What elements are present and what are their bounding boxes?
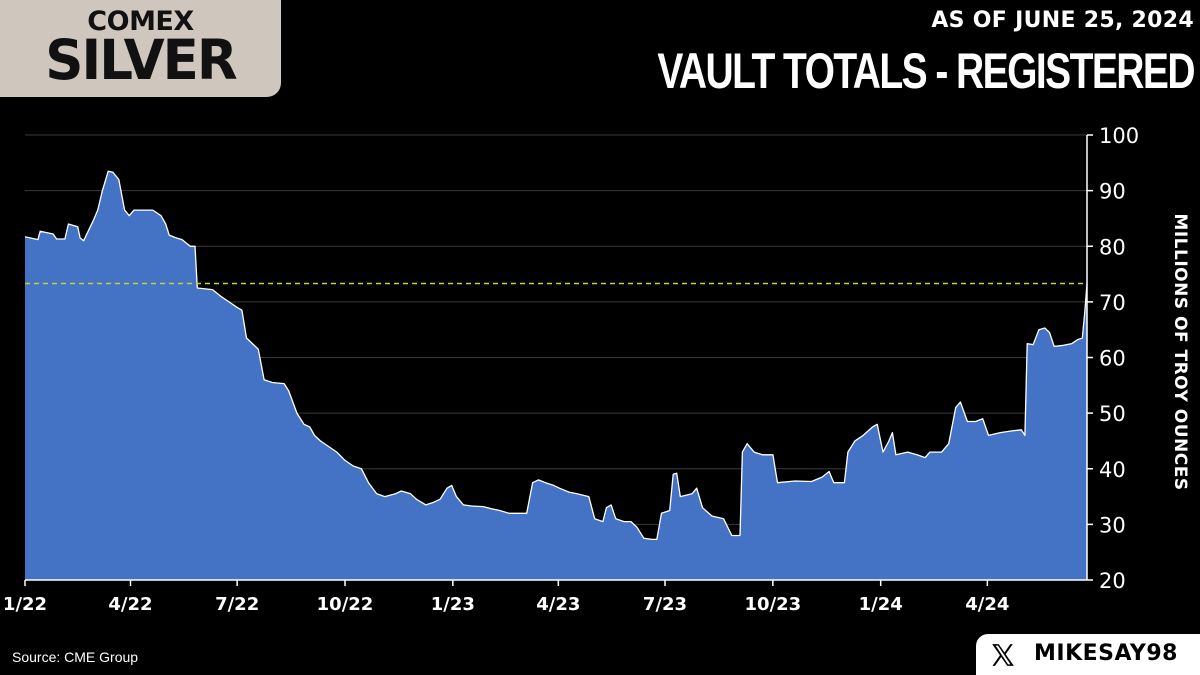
x-tick-label: 4/24 bbox=[965, 594, 1009, 615]
comex-silver-logo: COMEX SILVER bbox=[0, 0, 281, 97]
date-label: AS OF JUNE 25, 2024 bbox=[931, 8, 1194, 33]
x-tick-label: 10/23 bbox=[745, 594, 802, 615]
y-axis-label: MILLIONS OF TROY OUNCES bbox=[1170, 213, 1190, 491]
x-tick-label: 4/22 bbox=[108, 594, 152, 615]
x-tick-label: 4/23 bbox=[536, 594, 580, 615]
y-tick-label: 30 bbox=[1099, 513, 1126, 537]
y-tick-label: 60 bbox=[1099, 347, 1126, 371]
series-line bbox=[24, 170, 1088, 541]
x-tick-label: 7/23 bbox=[643, 594, 687, 615]
x-tick-label: 1/24 bbox=[859, 594, 903, 615]
logo-line2: SILVER bbox=[45, 28, 237, 93]
handle-text: MIKESAY98 bbox=[1034, 641, 1178, 666]
x-logo-icon bbox=[992, 644, 1014, 666]
logo-line1: COMEX bbox=[87, 6, 194, 37]
social-handle-badge[interactable]: MIKESAY98 bbox=[976, 634, 1200, 675]
y-ticks: 20 30 40 50 60 70 80 90 100 bbox=[1087, 124, 1139, 593]
source-note: Source: CME Group bbox=[12, 649, 139, 665]
series-area bbox=[25, 171, 1087, 580]
y-tick-label: 90 bbox=[1099, 180, 1126, 204]
x-tick-label: 7/22 bbox=[215, 594, 259, 615]
x-tick-label: 1/23 bbox=[431, 594, 475, 615]
y-tick-label: 20 bbox=[1099, 569, 1126, 593]
y-tick-label: 70 bbox=[1099, 291, 1126, 315]
x-tick-label: 1/22 bbox=[3, 594, 47, 615]
y-tick-label: 100 bbox=[1099, 124, 1139, 148]
y-tick-label: 40 bbox=[1099, 458, 1126, 482]
x-ticks: 1/22 4/22 7/22 10/22 1/23 4/23 7/23 10/23 1/24 4/… bbox=[3, 580, 1009, 615]
chart-title: VAULT TOTALS - REGISTERED bbox=[657, 43, 1195, 99]
y-tick-label: 50 bbox=[1099, 402, 1126, 426]
y-tick-label: 80 bbox=[1099, 235, 1126, 259]
x-tick-label: 10/22 bbox=[317, 594, 374, 615]
